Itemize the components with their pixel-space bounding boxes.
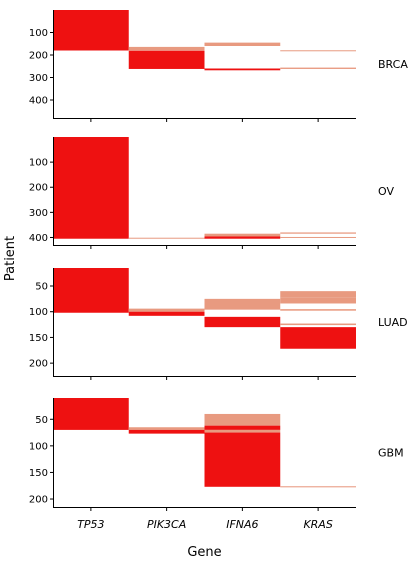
mutation-bar [280,232,356,234]
y-tick-label: 200 [29,51,48,62]
mutation-bar [53,137,129,239]
y-tick-label: 150 [29,333,48,344]
y-tick-label: 100 [29,158,48,169]
facet-label: BRCA [378,58,408,71]
mutation-bar [280,323,356,326]
facet-label: LUAD [378,316,408,329]
mutation-bar [128,46,205,51]
y-tick-label: 100 [29,28,48,39]
mutation-bar [280,309,356,311]
mutation-bar [204,432,281,487]
mutation-bar [280,486,356,488]
y-tick-label: 100 [29,307,48,318]
facet-label: OV [378,185,394,198]
mutation-bar [53,10,129,51]
y-tick-label: 50 [35,282,48,293]
mutation-bar [204,68,281,71]
mutation-bar [128,308,205,312]
y-tick-label: 400 [29,96,48,107]
mutation-bar [280,67,356,69]
y-tick-label: 200 [29,359,48,370]
mutation-bar [128,237,205,239]
x-axis-title: Gene [187,545,221,560]
mutation-bar [204,413,281,426]
gene-label: IFNA6 [226,518,258,531]
y-tick-label: 400 [29,233,48,244]
mutation-bar [128,50,205,69]
mutation-bar [204,298,281,310]
mutation-bar [128,311,205,316]
y-tick-label: 200 [29,495,48,506]
mutation-bar [204,425,281,430]
y-tick-label: 50 [35,415,48,426]
mutation-bar [280,291,356,298]
mutation-bar [280,327,356,349]
y-axis-title: Patient [3,236,18,281]
mutation-bar [204,233,281,237]
mutation-bar [53,268,129,313]
gene-label: TP53 [77,518,104,531]
mutation-bar [204,236,281,239]
y-tick-label: 100 [29,441,48,452]
mutation-bar [280,236,356,238]
mutation-bar [128,429,205,434]
mutation-bar [204,429,281,433]
y-tick-label: 300 [29,208,48,219]
y-tick-label: 300 [29,73,48,84]
mutation-bar [128,427,205,430]
facet-label: GBM [378,447,404,460]
y-tick-label: 150 [29,468,48,479]
mutation-bar [204,316,281,328]
mutation-bar [280,297,356,304]
gene-label: KRAS [303,518,332,531]
mutation-bar [204,42,281,46]
y-tick-label: 200 [29,183,48,194]
gene-label: PIK3CA [147,518,186,531]
mutation-bar [53,398,129,430]
mutation-bar [280,50,356,52]
